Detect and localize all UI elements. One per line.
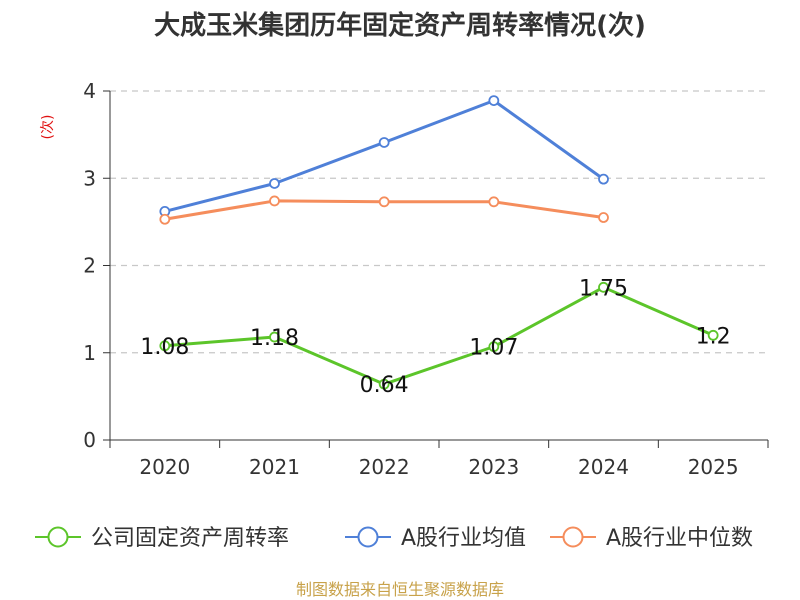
data-point-2-2022 [378,196,390,208]
x-tick-label-2022: 2022 [359,455,410,479]
series-1 [159,95,609,217]
data-label-2020: 1.08 [140,335,189,360]
legend-label-0: 公司固定资产周转率 [91,526,289,551]
data-label-2021: 1.18 [250,326,299,351]
grid-lines [110,90,768,354]
data-point-1-2022 [378,137,390,148]
data-point-2-2024 [598,212,609,223]
y-axis-label: (次) [40,115,56,140]
series-layer: 1.08 1.18 0.64 1.07 1.75 1.2 [140,95,731,398]
data-point-2-2020 [159,213,171,225]
x-tick-label-2021: 2021 [249,455,300,479]
data-point-0-2025 [707,329,719,341]
legend-label-2: A股行业中位数 [606,526,753,551]
data-label-2024: 1.75 [579,276,628,301]
data-point-0-2022 [378,378,390,390]
data-point-1-2023 [488,95,500,106]
data-point-1-2024 [598,173,609,185]
x-tick-label-2024: 2024 [578,455,629,479]
legend-item-2[interactable]: A股行业中位数 [550,526,753,551]
series-line-0 [164,285,714,386]
legend-marker-0 [47,526,69,548]
x-tick-label-2025: 2025 [688,455,739,479]
legend-marker-1 [357,526,379,548]
data-point-0-2023 [488,341,500,353]
data-label-2023: 1.07 [469,336,518,361]
y-tick-label-3: 3 [83,166,96,190]
series-2 [159,195,609,225]
data-point-2-2023 [488,196,500,208]
x-tick-label-2020: 2020 [139,455,190,479]
series-0: 1.08 1.18 0.64 1.07 1.75 1.2 [140,276,730,398]
legend[interactable]: 公司固定资产周转率 A股行业均值 A股行业中位数 [35,526,753,551]
legend-marker-2 [562,526,584,548]
chart-title: 大成玉米集团历年固定资产周转率情况(次) [154,10,646,41]
legend-item-0[interactable]: 公司固定资产周转率 [35,526,289,551]
y-tick-label-4: 4 [83,79,96,103]
data-point-0-2024 [598,281,609,293]
series-line-1 [164,99,605,213]
source-note: 制图数据来自恒生聚源数据库 [296,580,504,599]
y-tick-label-2: 2 [83,254,96,278]
data-label-2022: 0.64 [360,373,409,398]
legend-label-1: A股行业均值 [401,526,526,551]
data-point-1-2021 [269,178,280,189]
y-tick-label-0: 0 [83,428,96,452]
x-tick-label-2023: 2023 [468,455,519,479]
data-point-0-2020 [159,340,171,352]
legend-item-1[interactable]: A股行业均值 [345,526,526,551]
y-tick-label-1: 1 [83,341,96,365]
axes: 0 1 2 3 4 2020 2021 2022 2023 2024 2025 [83,79,769,479]
data-point-2-2021 [269,195,280,207]
data-point-0-2021 [269,331,280,343]
data-label-2025: 1.2 [696,324,731,349]
